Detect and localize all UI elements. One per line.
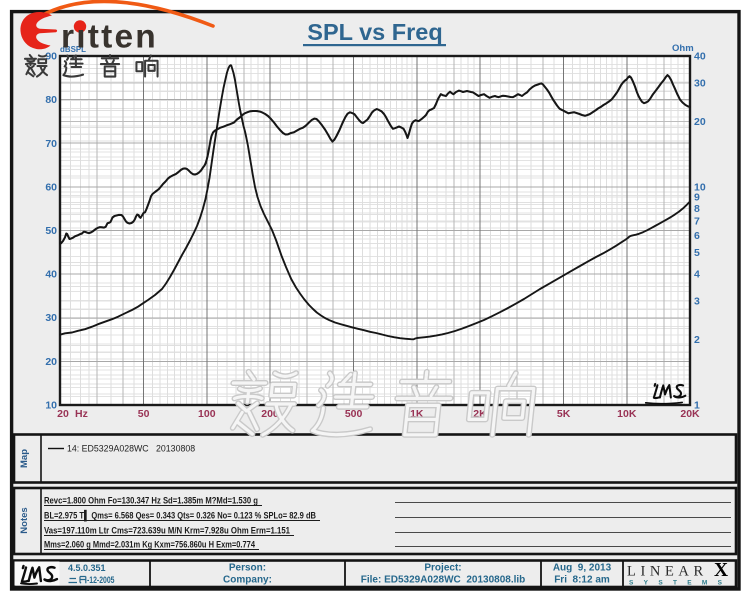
svg-text:3: 3 xyxy=(694,296,700,308)
svg-text:14: ED5329A028WC 20130808: 14: ED5329A028WC 20130808 xyxy=(67,444,195,454)
svg-text:20K: 20K xyxy=(680,408,700,420)
svg-text:1: 1 xyxy=(694,400,700,412)
svg-text:10: 10 xyxy=(45,400,57,412)
svg-text:50: 50 xyxy=(138,408,150,420)
svg-text:5K: 5K xyxy=(557,408,571,420)
svg-text:dBSPL: dBSPL xyxy=(60,44,86,54)
svg-text:50: 50 xyxy=(45,225,57,237)
svg-text:LINEAR: LINEAR xyxy=(627,564,708,580)
svg-text:Mms=2.060 g Mmd=2.031m Kg Kx: Mms=2.060 g Mmd=2.031m Kg Kxm=756.860u H… xyxy=(44,540,256,551)
svg-text:40: 40 xyxy=(45,269,57,281)
svg-text:Vas=197.110m Ltr Cms=723.639u: Vas=197.110m Ltr Cms=723.639u M/N Krm=7.… xyxy=(44,526,291,537)
svg-text:80: 80 xyxy=(45,94,57,106)
svg-text:rıtten: rıtten xyxy=(61,19,158,56)
svg-text:70: 70 xyxy=(45,138,57,150)
svg-text:60: 60 xyxy=(45,181,57,193)
svg-text:Fri 8:12 am: Fri 8:12 am xyxy=(554,575,610,586)
svg-text:5: 5 xyxy=(694,247,700,259)
svg-text:Revc=1.800 Ohm Fo=130.347 Hz: Revc=1.800 Ohm Fo=130.347 Hz Sd=1.385m M… xyxy=(44,496,258,507)
svg-text:20: 20 xyxy=(694,116,706,128)
svg-text:10K: 10K xyxy=(617,408,637,420)
svg-text:Ohm: Ohm xyxy=(672,43,694,54)
svg-text:9: 9 xyxy=(694,192,700,204)
svg-text:40: 40 xyxy=(694,51,706,63)
svg-text:30: 30 xyxy=(45,312,57,324)
svg-text:Project:: Project: xyxy=(424,563,461,574)
svg-text:6: 6 xyxy=(694,230,700,242)
svg-text:BL=2.975 T▌ Qms= 6.568 Qes=: BL=2.975 T▌ Qms= 6.568 Qes= 0.343 Qts= 0… xyxy=(44,510,316,522)
svg-text:500: 500 xyxy=(345,408,363,420)
svg-text:30: 30 xyxy=(694,78,706,90)
svg-text:20: 20 xyxy=(57,408,69,420)
svg-text:8: 8 xyxy=(694,203,700,215)
svg-text:2: 2 xyxy=(694,334,700,346)
svg-text:20: 20 xyxy=(45,356,57,368)
svg-text:SYSTEMS: SYSTEMS xyxy=(629,580,732,587)
svg-text:4: 4 xyxy=(694,268,700,280)
svg-text:Map: Map xyxy=(19,449,30,468)
svg-text:Hz: Hz xyxy=(75,408,88,420)
svg-text:Company:: Company: xyxy=(223,575,272,586)
svg-text:10: 10 xyxy=(694,182,706,194)
svg-text:100: 100 xyxy=(198,408,216,420)
svg-text:File: ED5329A028WC 20130808.l: File: ED5329A028WC 20130808.lib xyxy=(361,575,526,586)
svg-text:7: 7 xyxy=(694,215,700,227)
svg-text:4.5.0.351: 4.5.0.351 xyxy=(68,563,106,573)
svg-text:Person:: Person: xyxy=(229,563,266,574)
svg-text:90: 90 xyxy=(45,51,57,63)
svg-text:X: X xyxy=(714,560,728,581)
svg-text:SPL vs Freq: SPL vs Freq xyxy=(307,19,442,45)
svg-text:Aug 9, 2013: Aug 9, 2013 xyxy=(553,563,612,574)
svg-text:Notes: Notes xyxy=(19,507,30,533)
svg-text:-12-2005: -12-2005 xyxy=(87,575,115,585)
